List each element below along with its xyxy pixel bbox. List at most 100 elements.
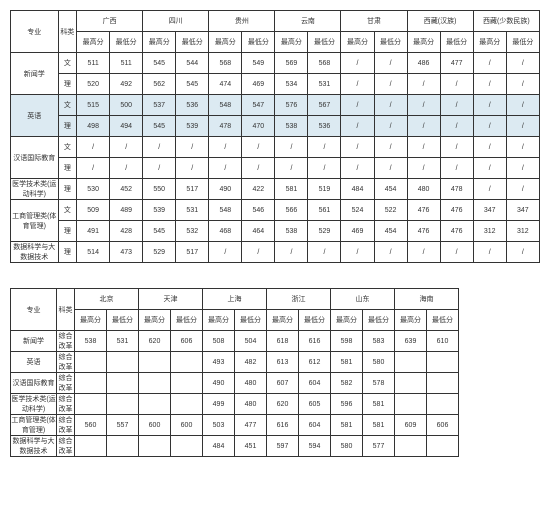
major-cell: 数据科学与大数据技术 bbox=[11, 242, 59, 263]
score-cell: 616 bbox=[267, 415, 299, 436]
score-cell: 515 bbox=[77, 95, 110, 116]
score-cell: / bbox=[176, 137, 209, 158]
score-cell bbox=[139, 373, 171, 394]
score-cell: 480 bbox=[407, 179, 440, 200]
col-major: 专业 bbox=[11, 289, 57, 331]
score-cell: 547 bbox=[242, 95, 275, 116]
score-cell: 560 bbox=[75, 415, 107, 436]
score-cell: 503 bbox=[203, 415, 235, 436]
score-cell: / bbox=[341, 53, 374, 74]
score-cell: 620 bbox=[139, 331, 171, 352]
min-header-6: 最低分 bbox=[506, 32, 539, 53]
score-cell: / bbox=[143, 137, 176, 158]
major-cell: 新闻学 bbox=[11, 53, 59, 95]
score-cell: 546 bbox=[242, 200, 275, 221]
score-cell: 534 bbox=[275, 74, 308, 95]
max-header-4: 最高分 bbox=[331, 310, 363, 331]
score-cell: 568 bbox=[209, 53, 242, 74]
score-cell: 581 bbox=[363, 394, 395, 415]
score-cell: 536 bbox=[308, 116, 341, 137]
score-cell: 482 bbox=[235, 352, 267, 373]
score-cell: 477 bbox=[235, 415, 267, 436]
max-header-4: 最高分 bbox=[341, 32, 374, 53]
min-header-3: 最低分 bbox=[308, 32, 341, 53]
score-cell: 454 bbox=[374, 221, 407, 242]
score-cell bbox=[171, 352, 203, 373]
min-header-5: 最低分 bbox=[427, 310, 459, 331]
score-cell: 538 bbox=[75, 331, 107, 352]
score-cell: / bbox=[176, 158, 209, 179]
score-cell bbox=[395, 394, 427, 415]
score-cell: / bbox=[209, 137, 242, 158]
score-cell: 493 bbox=[203, 352, 235, 373]
score-cell: 569 bbox=[275, 53, 308, 74]
score-cell: / bbox=[473, 137, 506, 158]
region-header-5: 西藏(汉族) bbox=[407, 11, 473, 32]
score-cell bbox=[139, 394, 171, 415]
score-cell: 539 bbox=[176, 116, 209, 137]
min-header-5: 最低分 bbox=[440, 32, 473, 53]
score-cell: / bbox=[374, 95, 407, 116]
score-cell: 604 bbox=[299, 415, 331, 436]
score-cell: / bbox=[341, 158, 374, 179]
score-cell: 529 bbox=[143, 242, 176, 263]
category-cell: 理 bbox=[58, 242, 77, 263]
max-header-1: 最高分 bbox=[143, 32, 176, 53]
score-cell: 581 bbox=[331, 415, 363, 436]
score-cell: 530 bbox=[77, 179, 110, 200]
score-cell: 538 bbox=[275, 116, 308, 137]
score-cell: / bbox=[440, 242, 473, 263]
score-table-1: 专业科类广西四川贵州云南甘肃西藏(汉族)西藏(少数民族)最高分最低分最高分最低分… bbox=[10, 10, 540, 263]
score-cell: / bbox=[473, 242, 506, 263]
score-cell: / bbox=[473, 158, 506, 179]
category-cell: 文 bbox=[58, 53, 77, 74]
score-cell bbox=[107, 394, 139, 415]
score-cell: 582 bbox=[331, 373, 363, 394]
score-cell: / bbox=[440, 95, 473, 116]
score-cell: 511 bbox=[77, 53, 110, 74]
score-cell: 532 bbox=[176, 221, 209, 242]
score-cell: / bbox=[473, 95, 506, 116]
score-cell: 531 bbox=[176, 200, 209, 221]
score-cell: 491 bbox=[77, 221, 110, 242]
score-cell: / bbox=[473, 116, 506, 137]
max-header-2: 最高分 bbox=[203, 310, 235, 331]
score-cell: 536 bbox=[176, 95, 209, 116]
score-cell: / bbox=[440, 158, 473, 179]
score-cell: 545 bbox=[143, 221, 176, 242]
score-cell: 480 bbox=[235, 394, 267, 415]
score-cell: 548 bbox=[209, 200, 242, 221]
score-cell bbox=[75, 436, 107, 457]
max-header-2: 最高分 bbox=[209, 32, 242, 53]
score-cell: / bbox=[407, 74, 440, 95]
category-cell: 综合改革 bbox=[57, 331, 75, 352]
max-header-0: 最高分 bbox=[75, 310, 107, 331]
score-cell bbox=[171, 373, 203, 394]
score-cell: 422 bbox=[242, 179, 275, 200]
score-cell: 576 bbox=[275, 95, 308, 116]
score-cell: / bbox=[440, 74, 473, 95]
score-cell: 454 bbox=[374, 179, 407, 200]
region-header-1: 天津 bbox=[139, 289, 203, 310]
min-header-0: 最低分 bbox=[107, 310, 139, 331]
score-cell: 492 bbox=[110, 74, 143, 95]
category-cell: 理 bbox=[58, 179, 77, 200]
category-cell: 理 bbox=[58, 116, 77, 137]
score-table-2: 专业科类北京天津上海浙江山东海南最高分最低分最高分最低分最高分最低分最高分最低分… bbox=[10, 288, 459, 457]
score-cell: 566 bbox=[275, 200, 308, 221]
score-cell: 594 bbox=[299, 436, 331, 457]
category-cell: 理 bbox=[58, 158, 77, 179]
score-cell bbox=[75, 352, 107, 373]
score-cell: 498 bbox=[77, 116, 110, 137]
score-cell: 596 bbox=[331, 394, 363, 415]
score-cell: / bbox=[275, 242, 308, 263]
score-cell: 557 bbox=[107, 415, 139, 436]
score-cell: 476 bbox=[407, 221, 440, 242]
min-header-4: 最低分 bbox=[374, 32, 407, 53]
score-cell: 545 bbox=[143, 116, 176, 137]
score-cell: 580 bbox=[363, 352, 395, 373]
score-cell: 616 bbox=[299, 331, 331, 352]
max-header-6: 最高分 bbox=[473, 32, 506, 53]
score-cell: 567 bbox=[308, 95, 341, 116]
region-header-2: 贵州 bbox=[209, 11, 275, 32]
